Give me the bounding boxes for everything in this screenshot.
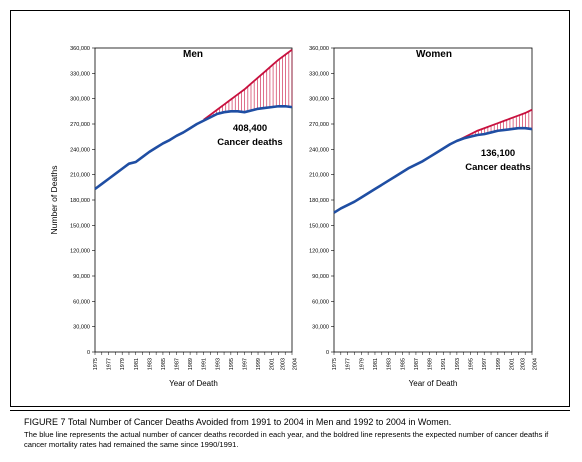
women-y-tick-label: 30,000 xyxy=(312,325,329,331)
women-y-tick-label: 180,000 xyxy=(309,198,329,204)
women-y-tick-label: 240,000 xyxy=(309,147,329,153)
men-y-tick-label: 330,000 xyxy=(70,71,90,77)
women-x-tick-label: 1993 xyxy=(455,358,461,370)
men-y-tick-label: 90,000 xyxy=(73,274,90,280)
women-x-axis-label: Year of Death xyxy=(409,379,458,388)
women-y-tick-label: 60,000 xyxy=(312,299,329,305)
men-x-tick-label: 1993 xyxy=(215,358,221,370)
women-y-tick-label: 90,000 xyxy=(312,274,329,280)
outer-border xyxy=(10,10,570,407)
women-y-tick-label: 0 xyxy=(326,350,329,356)
women-x-tick-label: 2001 xyxy=(510,358,516,370)
women-x-tick-label: 2004 xyxy=(533,358,539,370)
men-x-tick-label: 1989 xyxy=(188,358,194,370)
men-x-tick-label: 1999 xyxy=(256,358,262,370)
men-y-tick-label: 210,000 xyxy=(70,173,90,179)
women-avoided-value: 136,100 xyxy=(481,148,515,159)
men-expected-line xyxy=(203,48,293,121)
men-y-tick-label: 150,000 xyxy=(70,223,90,229)
women-x-tick-label: 1975 xyxy=(332,358,338,370)
women-actual-line xyxy=(333,126,533,214)
men-y-tick-label: 360,000 xyxy=(70,46,90,52)
men-x-tick-label: 1977 xyxy=(107,358,113,370)
women-x-tick-label: 1985 xyxy=(400,358,406,370)
women-panel-title: Women xyxy=(416,49,452,60)
women-y-tick-label: 330,000 xyxy=(309,71,329,77)
women-y-tick-label: 120,000 xyxy=(309,249,329,255)
men-y-axis-label: Number of Deaths xyxy=(49,166,59,235)
women-x-tick-label: 2003 xyxy=(521,358,527,370)
women-y-tick-label: 300,000 xyxy=(309,97,329,103)
men-y-tick-label: 240,000 xyxy=(70,147,90,153)
men-y-tick-label: 270,000 xyxy=(70,122,90,128)
women-y-tick-label: 270,000 xyxy=(309,122,329,128)
men-x-tick-label: 2001 xyxy=(270,358,276,370)
women-y-tick-label: 210,000 xyxy=(309,173,329,179)
men-x-tick-label: 1997 xyxy=(242,358,248,370)
women-avoided-label: Cancer deaths xyxy=(465,162,530,173)
women-x-tick-label: 1983 xyxy=(387,358,393,370)
women-x-tick-label: 1997 xyxy=(482,358,488,370)
men-y-tick-label: 30,000 xyxy=(73,325,90,331)
men-y-tick-label: 300,000 xyxy=(70,97,90,103)
men-avoided-label: Cancer deaths xyxy=(217,137,282,148)
men-y-tick-label: 120,000 xyxy=(70,249,90,255)
men-plot-frame xyxy=(94,47,293,353)
men-x-axis-label: Year of Death xyxy=(169,379,218,388)
women-x-tick-label: 1987 xyxy=(414,358,420,370)
men-x-tick-label: 1979 xyxy=(120,358,126,370)
caption-body: The blue line represents the actual numb… xyxy=(24,430,549,449)
men-x-tick-label: 1991 xyxy=(202,358,208,370)
women-x-tick-label: 1989 xyxy=(428,358,434,370)
women-x-tick-label: 1977 xyxy=(346,358,352,370)
men-x-tick-label: 2004 xyxy=(293,358,299,370)
men-x-tick-label: 1975 xyxy=(93,358,99,370)
women-x-tick-label: 1981 xyxy=(373,358,379,370)
women-x-tick-label: 1995 xyxy=(469,358,475,370)
men-x-tick-label: 1987 xyxy=(175,358,181,370)
men-x-tick-label: 1983 xyxy=(147,358,153,370)
men-x-tick-label: 1981 xyxy=(134,358,140,370)
men-avoided-value: 408,400 xyxy=(233,123,267,134)
men-y-tick-label: 180,000 xyxy=(70,198,90,204)
women-x-tick-label: 1979 xyxy=(359,358,365,370)
men-actual-line xyxy=(94,104,293,191)
men-y-tick-label: 0 xyxy=(87,350,90,356)
caption-title: FIGURE 7 Total Number of Cancer Deaths A… xyxy=(24,417,452,427)
women-y-tick-label: 360,000 xyxy=(309,46,329,52)
women-y-tick-label: 150,000 xyxy=(309,223,329,229)
men-y-tick-label: 60,000 xyxy=(73,299,90,305)
women-x-tick-label: 1991 xyxy=(441,358,447,370)
men-panel-title: Men xyxy=(183,49,203,60)
men-panel: 0 30,000 60,000 90,000 120,000 150,000 180,000… xyxy=(49,46,299,388)
women-panel: 0 30,000 60,000 90,000 120,000 150,000 180,000… xyxy=(309,46,538,388)
men-x-tick-label: 1995 xyxy=(229,358,235,370)
men-x-tick-label: 2003 xyxy=(281,358,287,370)
men-x-tick-label: 1985 xyxy=(161,358,167,370)
women-x-tick-label: 1999 xyxy=(496,358,502,370)
women-plot-frame xyxy=(333,47,533,353)
